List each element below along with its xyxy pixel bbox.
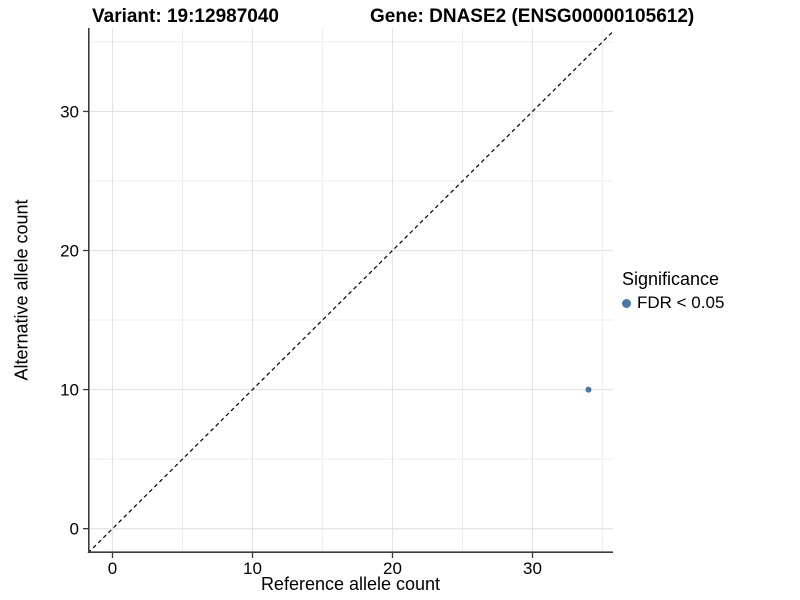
x-tick-label: 0 <box>108 559 117 578</box>
plot-panel-svg: 0 10 20 30 0 10 20 30 <box>60 28 614 578</box>
x-tick-label: 20 <box>383 559 402 578</box>
legend-entry-label: FDR < 0.05 <box>637 293 725 312</box>
x-axis-title: Reference allele count <box>260 574 441 594</box>
legend: Significance FDR < 0.05 <box>622 269 724 313</box>
legend-entry: FDR < 0.05 <box>622 293 724 313</box>
identity-dashed-line <box>87 31 614 554</box>
x-tick-label: 30 <box>523 559 542 578</box>
data-point[interactable] <box>585 386 592 393</box>
legend-point-icon <box>622 298 631 308</box>
gene-title: Gene: DNASE2 (ENSG00000105612) <box>370 6 695 27</box>
legend-title: Significance <box>622 269 720 289</box>
y-tick-label: 20 <box>60 242 79 261</box>
variant-title: Variant: 19:12987040 <box>92 6 279 27</box>
y-axis-title: Alternative allele count <box>11 199 32 381</box>
x-tick-label: 10 <box>243 559 262 578</box>
y-tick-label: 30 <box>60 102 79 121</box>
y-tick-label: 0 <box>70 520 79 539</box>
y-tick-label: 10 <box>60 381 79 400</box>
plot-panel: 0 10 20 30 0 10 20 30 <box>60 28 614 578</box>
